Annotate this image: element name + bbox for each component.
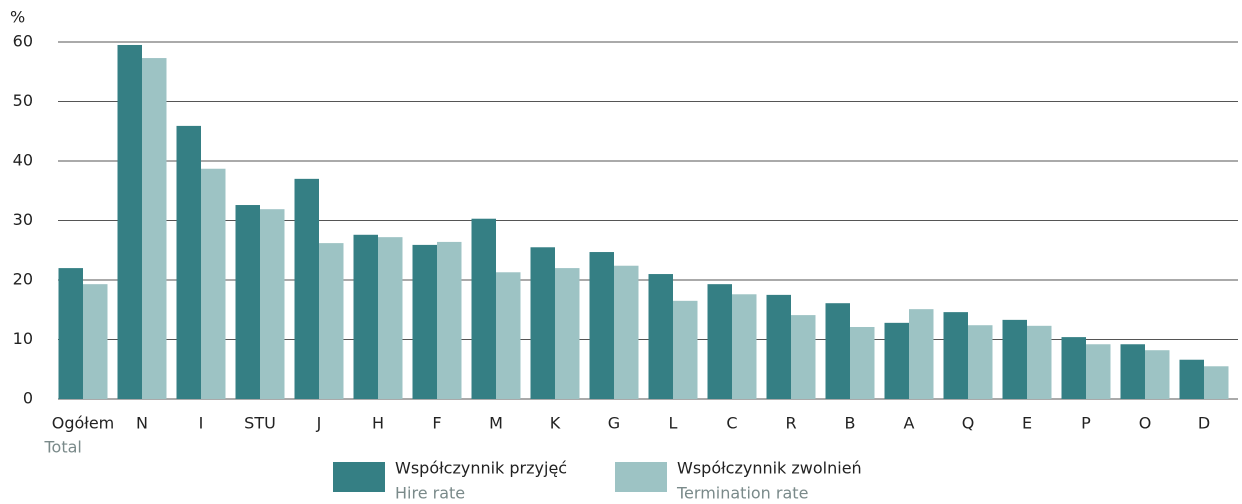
bar: [825, 303, 850, 399]
bar: [884, 322, 909, 399]
x-tick-label: STU: [244, 414, 276, 433]
legend-sublabel: Termination rate: [676, 484, 808, 503]
legend-swatch: [615, 462, 667, 492]
bar: [791, 315, 816, 399]
x-tick-label: E: [1022, 414, 1032, 433]
bar: [614, 265, 639, 399]
bar: [1145, 350, 1170, 399]
bar: [353, 234, 378, 399]
bar: [471, 218, 496, 399]
bar: [530, 247, 555, 399]
x-tick-label: L: [669, 414, 678, 433]
x-tick-label: M: [489, 414, 503, 433]
bar: [766, 294, 791, 399]
y-tick-label: 20: [13, 270, 33, 289]
y-tick-label: 10: [13, 329, 33, 348]
bar: [589, 252, 614, 399]
bar: [1061, 337, 1086, 399]
x-tick-sublabel: Total: [44, 438, 82, 457]
x-tick-label: C: [726, 414, 737, 433]
bar: [83, 284, 108, 399]
x-tick-label: K: [550, 414, 561, 433]
legend-swatch: [333, 462, 385, 492]
x-tick-label: A: [904, 414, 915, 433]
bar: [201, 168, 226, 399]
bar: [1179, 359, 1204, 399]
bar: [412, 244, 437, 399]
x-tick-label: Q: [962, 414, 975, 433]
bar: [319, 243, 344, 399]
bar: [968, 325, 993, 399]
bar: [496, 272, 521, 399]
x-tick-label: P: [1081, 414, 1091, 433]
bar: [260, 209, 285, 399]
bar: [555, 268, 580, 399]
x-tick-label: O: [1139, 414, 1152, 433]
bar: [732, 294, 757, 399]
y-tick-label: 40: [13, 151, 33, 170]
bar: [1002, 319, 1027, 399]
legend-sublabel: Hire rate: [395, 484, 465, 503]
x-tick-label: N: [136, 414, 148, 433]
x-tick-label: B: [845, 414, 856, 433]
bar: [850, 327, 875, 399]
bar: [58, 268, 83, 399]
bar: [648, 274, 673, 399]
legend-label: Współczynnik zwolnień: [677, 459, 862, 478]
bar: [378, 237, 403, 399]
y-tick-label: 60: [13, 32, 33, 51]
bar: [909, 309, 934, 399]
bar: [1120, 344, 1145, 399]
x-tick-label: G: [608, 414, 620, 433]
bar: [176, 125, 201, 400]
bar: [1086, 344, 1111, 399]
x-tick-label: H: [372, 414, 384, 433]
x-tick-label: R: [785, 414, 796, 433]
bar: [707, 284, 732, 399]
x-tick-label: D: [1198, 414, 1210, 433]
bar: [294, 178, 319, 399]
y-tick-label: 30: [13, 210, 33, 229]
x-tick-label: I: [199, 414, 204, 433]
y-tick-label: 50: [13, 91, 33, 110]
bar: [235, 205, 260, 399]
y-tick-label: 0: [23, 389, 33, 408]
x-tick-label: F: [432, 414, 441, 433]
legend-label: Współczynnik przyjęć: [395, 459, 567, 478]
bar: [673, 300, 698, 399]
bar: [437, 241, 462, 399]
x-tick-label: Ogółem: [52, 414, 115, 433]
y-unit: %: [10, 8, 25, 27]
bar: [1204, 366, 1229, 399]
bar: [117, 44, 142, 399]
bar: [943, 312, 968, 399]
bar: [142, 58, 167, 399]
bar: [1027, 325, 1052, 399]
x-tick-label: J: [316, 414, 322, 433]
